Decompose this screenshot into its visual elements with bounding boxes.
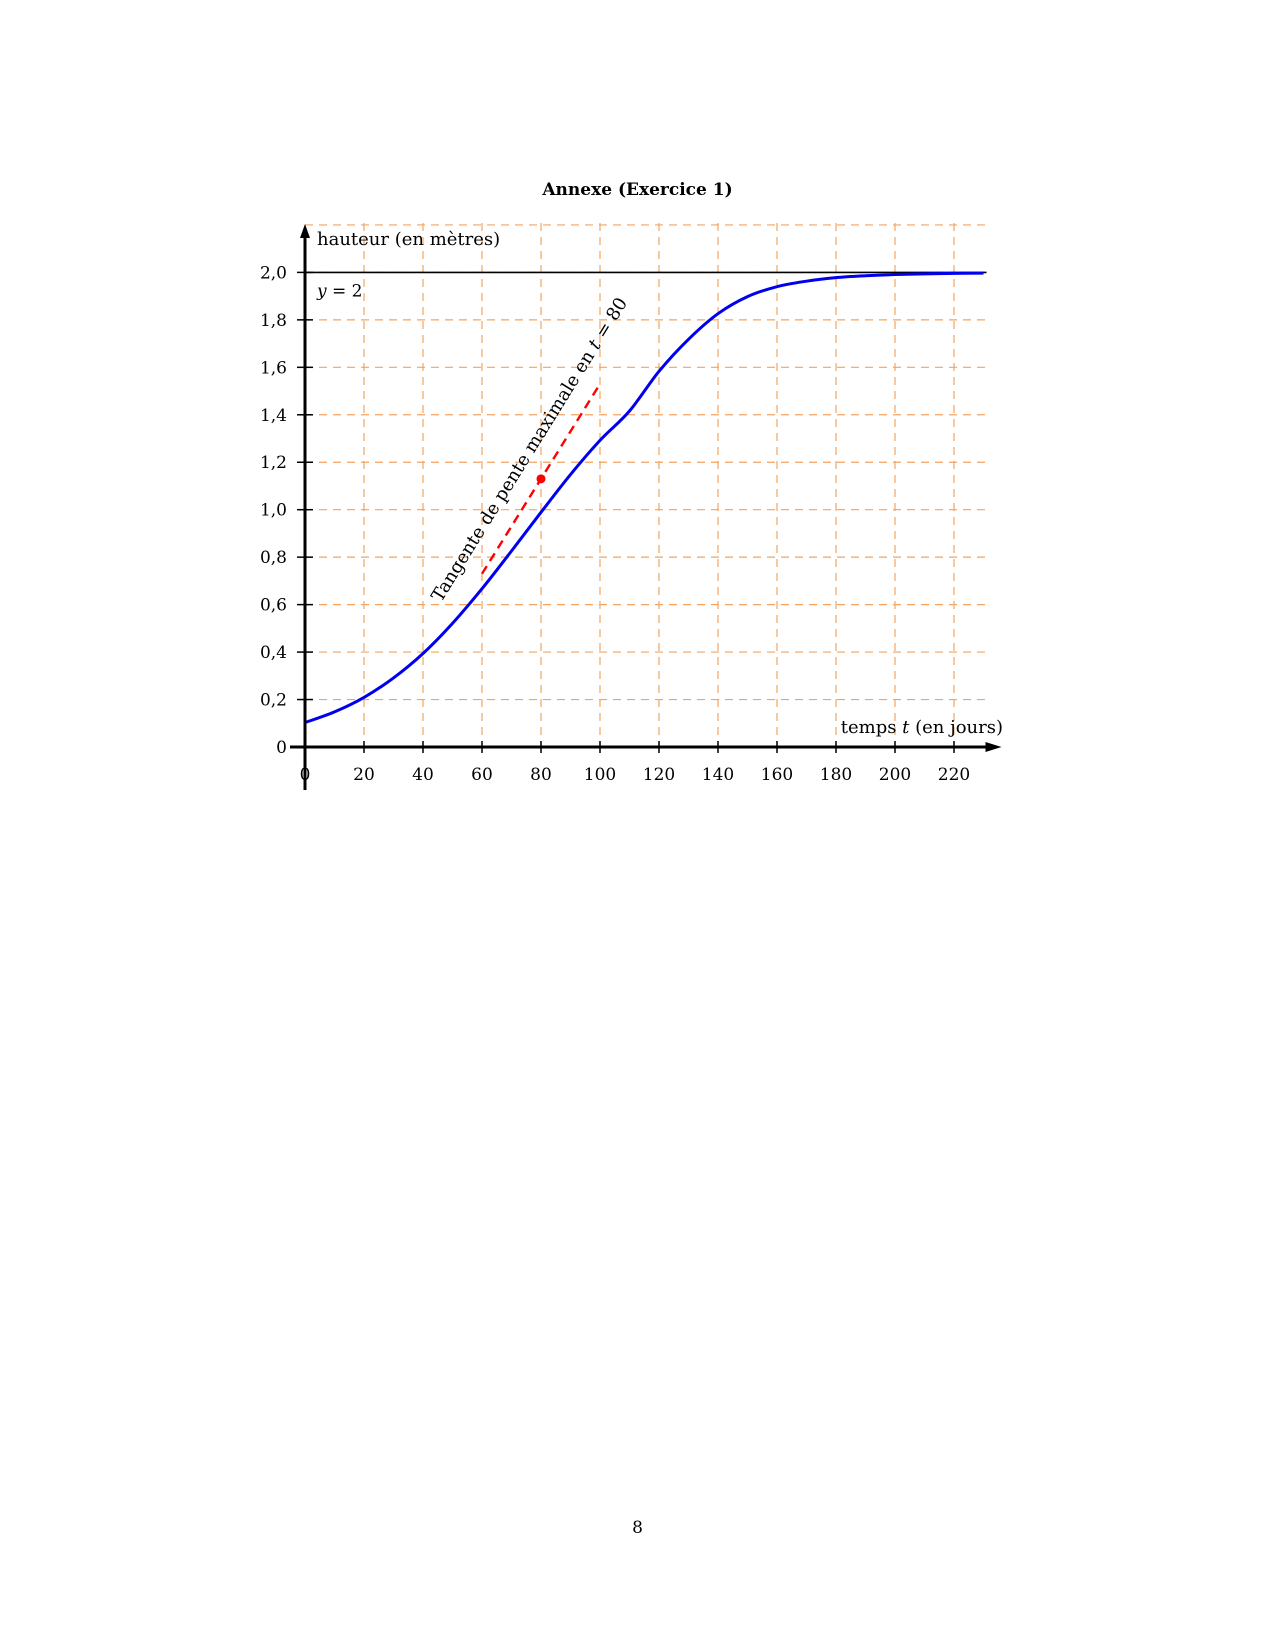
y-tick-label: 0	[276, 738, 287, 758]
y-tick-label: 1,6	[260, 358, 287, 378]
y-tick-label: 1,2	[260, 453, 287, 473]
x-tick-label: 120	[643, 765, 675, 785]
x-tick-label: 160	[761, 765, 793, 785]
curve-group	[304, 271, 984, 724]
x-tick-label: 0	[300, 765, 311, 785]
x-tick-label: 100	[584, 765, 616, 785]
y-tick-label: 1,8	[260, 311, 287, 331]
axes	[290, 224, 1002, 790]
asymptote-label: y = 2	[316, 281, 362, 301]
y-tick-label: 0,4	[260, 643, 287, 663]
y-tick-label: 2,0	[260, 263, 287, 283]
y-tick-label: 1,0	[260, 501, 287, 521]
x-tick-label: 220	[938, 765, 970, 785]
y-tick-label: 1,4	[260, 406, 287, 426]
tangent-point	[536, 474, 546, 484]
x-tick-label: 40	[412, 765, 434, 785]
x-tick-label: 140	[702, 765, 734, 785]
x-tick-label: 200	[879, 765, 911, 785]
x-axis-label: temps t (en jours)	[841, 717, 1003, 738]
chart-title: Annexe (Exercice 1)	[542, 180, 733, 200]
page-number: 8	[632, 1518, 643, 1538]
x-tick-label: 180	[820, 765, 852, 785]
y-axis-arrow	[300, 224, 310, 238]
y-tick-label: 0,6	[260, 596, 287, 616]
tangent-group: Tangente de pente maximale en t = 80	[427, 294, 632, 606]
x-tick-label: 60	[471, 765, 493, 785]
growth-curve	[304, 271, 984, 724]
x-tick-label: 80	[530, 765, 552, 785]
tangent-label: Tangente de pente maximale en t = 80	[427, 294, 632, 606]
grid	[305, 222, 987, 747]
y-tick-label: 0,8	[260, 548, 287, 568]
asymptote-group: y = 2	[305, 271, 987, 301]
x-axis-arrow	[985, 742, 1002, 752]
y-tick-label: 0,2	[260, 691, 287, 711]
axis-labels: hauteur (en mètres) temps t (en jours)	[317, 229, 1003, 738]
y-axis-label: hauteur (en mètres)	[317, 229, 500, 250]
x-tick-label: 20	[353, 765, 375, 785]
tick-labels: 0 20 40 60 80 100 120 140 160 180 200 220 0 0,2 0,4 0,6…	[260, 263, 970, 785]
